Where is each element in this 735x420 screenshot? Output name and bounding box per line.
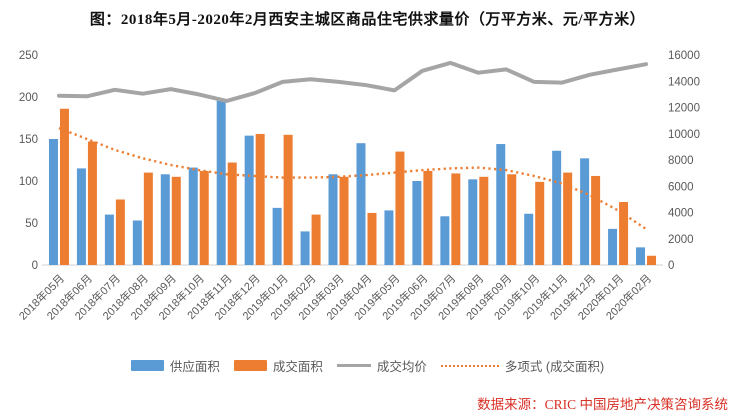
y-axis-right-tick: 6000: [668, 181, 694, 193]
legend-label-supply: 供应面积: [169, 360, 220, 374]
transaction-bar: [87, 141, 97, 265]
supply-bar: [384, 210, 394, 265]
y-axis-right-tick: 4000: [668, 208, 694, 220]
y-axis-right-tick: 16000: [668, 50, 700, 62]
supply-bar: [300, 231, 310, 265]
y-axis-right-tick: 2000: [668, 234, 694, 246]
transaction-bar: [59, 108, 69, 265]
legend-label-trend: 多项式 (成交面积): [504, 360, 605, 374]
supply-bar: [160, 174, 170, 265]
supply-bar: [356, 143, 366, 265]
transaction-bar: [423, 170, 433, 265]
transaction-bars: [59, 108, 657, 265]
supply-bar: [188, 167, 198, 265]
transaction-bar: [395, 151, 405, 265]
transaction-bar: [647, 255, 657, 265]
supply-bar: [104, 214, 114, 265]
supply-bar: [272, 207, 282, 265]
supply-bar: [468, 179, 478, 265]
supply-bar: [524, 213, 534, 265]
transaction-bar: [619, 202, 629, 265]
y-axis-left: 0 50 100 150 200 250: [19, 50, 38, 272]
supply-bar: [496, 144, 506, 265]
legend-label-price: 成交均价: [376, 360, 427, 374]
transaction-bar: [199, 170, 209, 265]
y-axis-right-tick: 12000: [668, 103, 700, 115]
transaction-bar: [115, 199, 125, 265]
transaction-swatch-icon: [233, 360, 267, 371]
supply-swatch-icon: [130, 360, 164, 371]
combo-chart: 0 50 100 150 200 250 0 2000 4000 6000 8000 10000 120…: [16, 50, 700, 323]
supply-bars: [48, 98, 646, 266]
y-axis-right: 0 2000 4000 6000 8000 10000 12000 14000 16000: [668, 50, 700, 272]
y-axis-left-tick: 0: [32, 260, 38, 272]
y-axis-left-tick: 150: [19, 134, 38, 146]
supply-bar: [412, 181, 422, 265]
supply-bar: [608, 228, 618, 265]
transaction-bar: [367, 212, 377, 265]
transaction-bar: [563, 172, 573, 265]
transaction-bar: [507, 174, 517, 265]
transaction-bar: [283, 134, 293, 265]
supply-bar: [552, 150, 562, 265]
transaction-bar: [171, 176, 181, 265]
y-axis-left-tick: 100: [19, 176, 38, 188]
legend-item-transaction: 成交面积: [233, 356, 323, 375]
supply-bar: [244, 135, 254, 265]
supply-bar: [580, 158, 590, 265]
y-axis-right-tick: 10000: [668, 129, 700, 141]
transaction-bar: [339, 176, 349, 265]
transaction-bar: [479, 176, 489, 265]
trend-line-swatch-icon: [440, 364, 499, 367]
supply-bar: [48, 139, 58, 265]
transaction-bar: [535, 181, 545, 265]
legend-item-trend: 多项式 (成交面积): [440, 356, 605, 375]
supply-bar: [132, 220, 142, 265]
x-axis-labels: 2018年05月2018年06月2018年07月2018年08月2018年09月…: [16, 271, 654, 322]
price-line-swatch-icon: [336, 364, 371, 367]
transaction-bar: [227, 162, 237, 265]
y-axis-right-tick: 8000: [668, 155, 694, 167]
legend: 供应面积 成交面积 成交均价 多项式 (成交面积): [0, 356, 735, 375]
y-axis-left-tick: 250: [19, 50, 38, 62]
y-axis-right-tick: 14000: [668, 76, 700, 88]
transaction-bar: [143, 172, 153, 265]
y-axis-left-tick: 50: [25, 218, 38, 230]
transaction-bar: [591, 175, 601, 265]
price-line: [56, 60, 649, 103]
legend-label-transaction: 成交面积: [272, 360, 323, 374]
supply-bar: [636, 247, 646, 265]
legend-item-supply: 供应面积: [130, 356, 220, 375]
y-axis-left-tick: 200: [19, 92, 38, 104]
transaction-bar: [311, 214, 321, 265]
legend-item-price: 成交均价: [336, 356, 427, 375]
y-axis-right-tick: 0: [668, 260, 674, 272]
transaction-bar: [255, 133, 265, 265]
supply-bar: [328, 174, 338, 265]
supply-bar: [216, 98, 226, 266]
data-source-note: 数据来源：CRIC 中国房地产决策咨询系统: [477, 397, 728, 412]
supply-bar: [440, 216, 450, 265]
transaction-bar: [451, 173, 461, 265]
chart-title: 图：2018年5月-2020年2月西安主城区商品住宅供求量价（万平方米、元/平方…: [89, 12, 646, 28]
supply-bar: [76, 168, 86, 265]
